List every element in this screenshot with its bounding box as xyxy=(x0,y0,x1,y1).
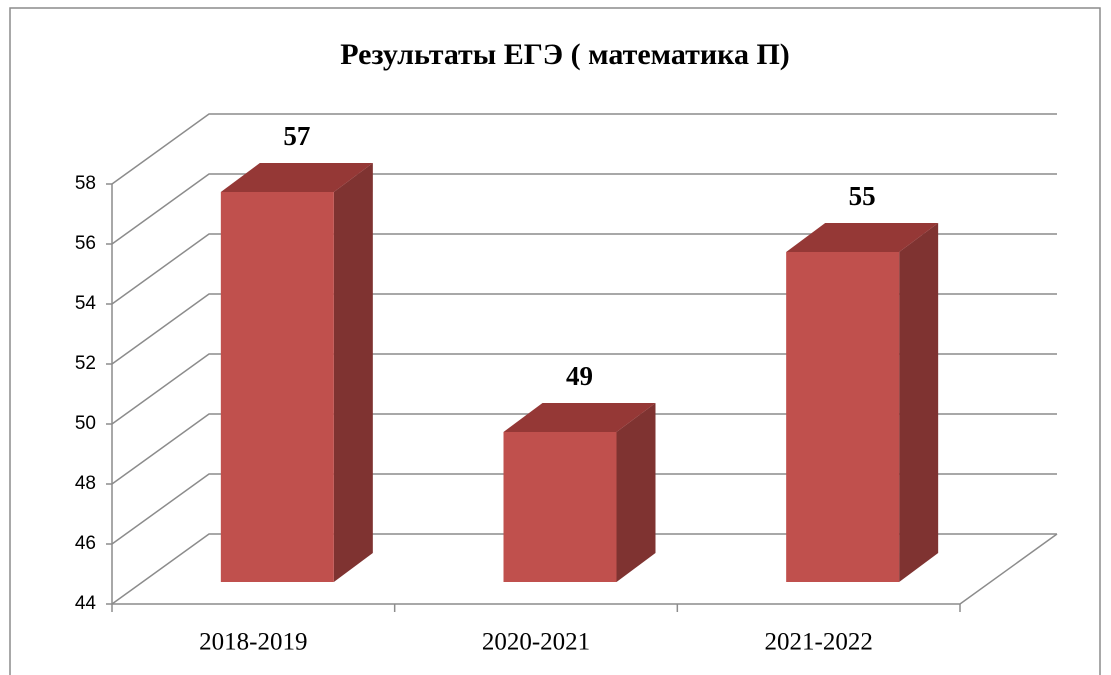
y-tick-label: 54 xyxy=(75,293,97,314)
y-tick-label: 44 xyxy=(75,593,97,614)
value-label: 49 xyxy=(566,361,593,391)
bar-top xyxy=(220,163,373,192)
x-tick-label: 2018-2019 xyxy=(199,629,307,656)
grid-line xyxy=(111,473,1057,545)
y-tick-label: 48 xyxy=(75,473,96,494)
bar-side xyxy=(616,403,656,582)
value-label: 57 xyxy=(283,121,310,151)
y-tick-label: 58 xyxy=(75,173,96,194)
bar xyxy=(786,252,900,582)
value-label: 55 xyxy=(849,181,876,211)
grid-line xyxy=(111,293,1057,365)
grid-line xyxy=(111,353,1057,425)
grid-line xyxy=(111,233,1057,305)
bar-side xyxy=(899,223,939,582)
y-tick-label: 56 xyxy=(75,233,96,254)
y-tick-label: 46 xyxy=(75,533,96,554)
y-tick-label: 50 xyxy=(75,413,96,434)
bar-top xyxy=(503,403,656,432)
chart-border xyxy=(9,7,1101,675)
grid-line xyxy=(111,173,1057,245)
bar-side xyxy=(333,163,373,582)
x-tick-label: 2021-2022 xyxy=(765,629,873,656)
bar xyxy=(220,192,334,582)
chart-title: Результаты ЕГЭ ( математика П) xyxy=(340,38,790,71)
grid-line xyxy=(111,113,1057,185)
y-tick-label: 52 xyxy=(75,353,96,374)
grid-line xyxy=(111,533,1057,605)
bar xyxy=(503,432,617,582)
x-tick-label: 2020-2021 xyxy=(482,629,590,656)
bar-top xyxy=(786,223,939,252)
grid-line xyxy=(111,413,1057,485)
